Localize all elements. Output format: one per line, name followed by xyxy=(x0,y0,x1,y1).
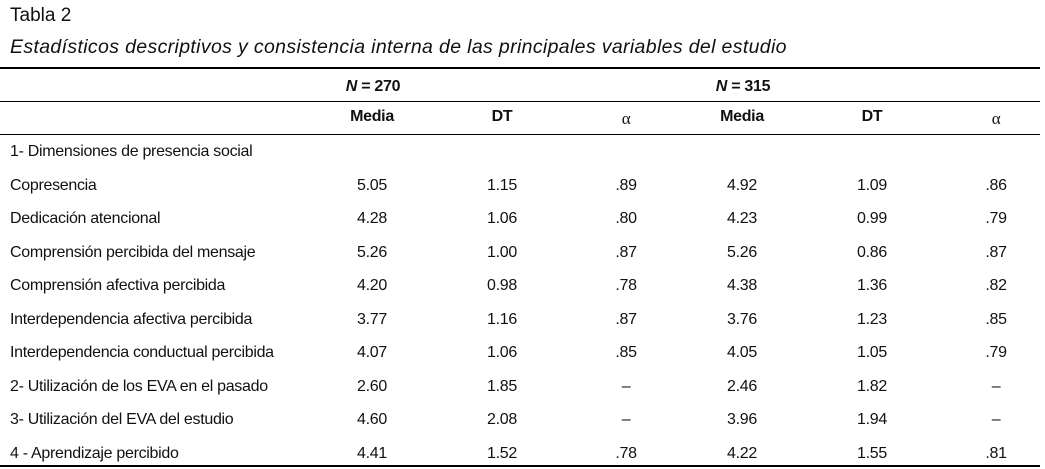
cell-value: .80 xyxy=(615,210,637,227)
cell-value: .87 xyxy=(615,243,637,261)
cell-value: 0.98 xyxy=(487,277,517,294)
cell-value: .79 xyxy=(985,344,1007,361)
cell-value: 1.16 xyxy=(487,310,517,328)
cell-value: 4.60 xyxy=(357,411,387,428)
cell-value: 1.15 xyxy=(487,176,517,194)
cell-value: 4.07 xyxy=(357,344,387,361)
table-label: Tabla 2 xyxy=(10,5,72,26)
cell-value: .89 xyxy=(615,176,637,194)
group-header: N = 270 xyxy=(345,78,401,95)
cell-value: 4.28 xyxy=(357,210,387,227)
row-label: 4 - Aprendizaje percibido xyxy=(10,444,179,462)
column-header: DT xyxy=(491,108,513,125)
cell-value: 1.55 xyxy=(857,444,887,462)
cell-value: 5.05 xyxy=(357,176,387,194)
column-header: Media xyxy=(720,108,764,125)
cell-value: 2.60 xyxy=(357,377,387,395)
cell-value: 2.08 xyxy=(487,411,517,428)
bottom-rule xyxy=(0,465,1040,467)
row-label: Dedicación atencional xyxy=(10,210,161,227)
group-header: N = 315 xyxy=(715,78,771,95)
row-label: Interdependencia afectiva percibida xyxy=(10,310,253,328)
cell-value: 5.26 xyxy=(357,243,387,261)
cell-value: 0.86 xyxy=(857,243,887,261)
column-header: α xyxy=(621,109,631,128)
row-label: Comprensión afectiva percibida xyxy=(10,277,226,294)
cell-value: 4.05 xyxy=(727,344,757,361)
row-label: 2- Utilización de los EVA en el pasado xyxy=(10,377,268,395)
cell-value: 4.92 xyxy=(727,176,757,194)
cell-value: 5.26 xyxy=(727,243,757,261)
cell-value: 4.38 xyxy=(727,277,757,294)
cell-value: 1.09 xyxy=(857,176,887,194)
cell-value: 1.23 xyxy=(857,310,887,328)
cell-value: – xyxy=(621,377,631,395)
group-n: N xyxy=(345,78,358,95)
table-title: Estadísticos descriptivos y consistencia… xyxy=(10,36,787,58)
cell-value: 1.82 xyxy=(857,377,887,395)
cell-value: 1.06 xyxy=(487,344,517,361)
group-n: N xyxy=(715,78,728,95)
cell-value: 1.06 xyxy=(487,210,517,227)
cell-value: 2.46 xyxy=(727,377,757,395)
cell-value: 1.00 xyxy=(487,243,517,261)
header-rule xyxy=(0,134,1040,135)
row-label: Comprensión percibida del mensaje xyxy=(10,243,256,261)
cell-value: 1.52 xyxy=(487,444,517,462)
cell-value: – xyxy=(991,377,1001,395)
cell-value: 3.77 xyxy=(357,310,387,328)
column-header: α xyxy=(991,109,1001,128)
cell-value: 4.41 xyxy=(357,444,387,462)
row-label: 1- Dimensiones de presencia social xyxy=(10,143,253,160)
cell-value: .85 xyxy=(615,344,637,361)
row-label: Interdependencia conductual percibida xyxy=(10,344,274,361)
group-value: = 315 xyxy=(727,78,771,95)
cell-value: 1.05 xyxy=(857,344,887,361)
cell-value: .82 xyxy=(985,277,1007,294)
cell-value: .81 xyxy=(985,444,1007,462)
cell-value: 4.20 xyxy=(357,277,387,294)
group-rule xyxy=(0,101,1040,102)
cell-value: .79 xyxy=(985,210,1007,227)
cell-value: .78 xyxy=(615,444,637,462)
cell-value: .85 xyxy=(985,310,1007,328)
cell-value: 1.36 xyxy=(857,277,887,294)
row-label: 3- Utilización del EVA del estudio xyxy=(10,411,234,428)
column-header: Media xyxy=(350,108,394,125)
cell-value: .87 xyxy=(615,310,637,328)
group-value: = 270 xyxy=(357,78,401,95)
cell-value: 4.22 xyxy=(727,444,757,462)
column-header: DT xyxy=(861,108,883,125)
cell-value: 3.96 xyxy=(727,411,757,428)
cell-value: .86 xyxy=(985,176,1007,194)
cell-value: .87 xyxy=(985,243,1007,261)
cell-value: – xyxy=(621,411,631,428)
cell-value: .78 xyxy=(615,277,637,294)
cell-value: 4.23 xyxy=(727,210,757,227)
cell-value: – xyxy=(991,411,1001,428)
row-label: Copresencia xyxy=(10,176,97,194)
cell-value: 1.94 xyxy=(857,411,887,428)
cell-value: 0.99 xyxy=(857,210,887,227)
top-rule xyxy=(0,67,1040,69)
cell-value: 3.76 xyxy=(727,310,757,328)
cell-value: 1.85 xyxy=(487,377,517,395)
